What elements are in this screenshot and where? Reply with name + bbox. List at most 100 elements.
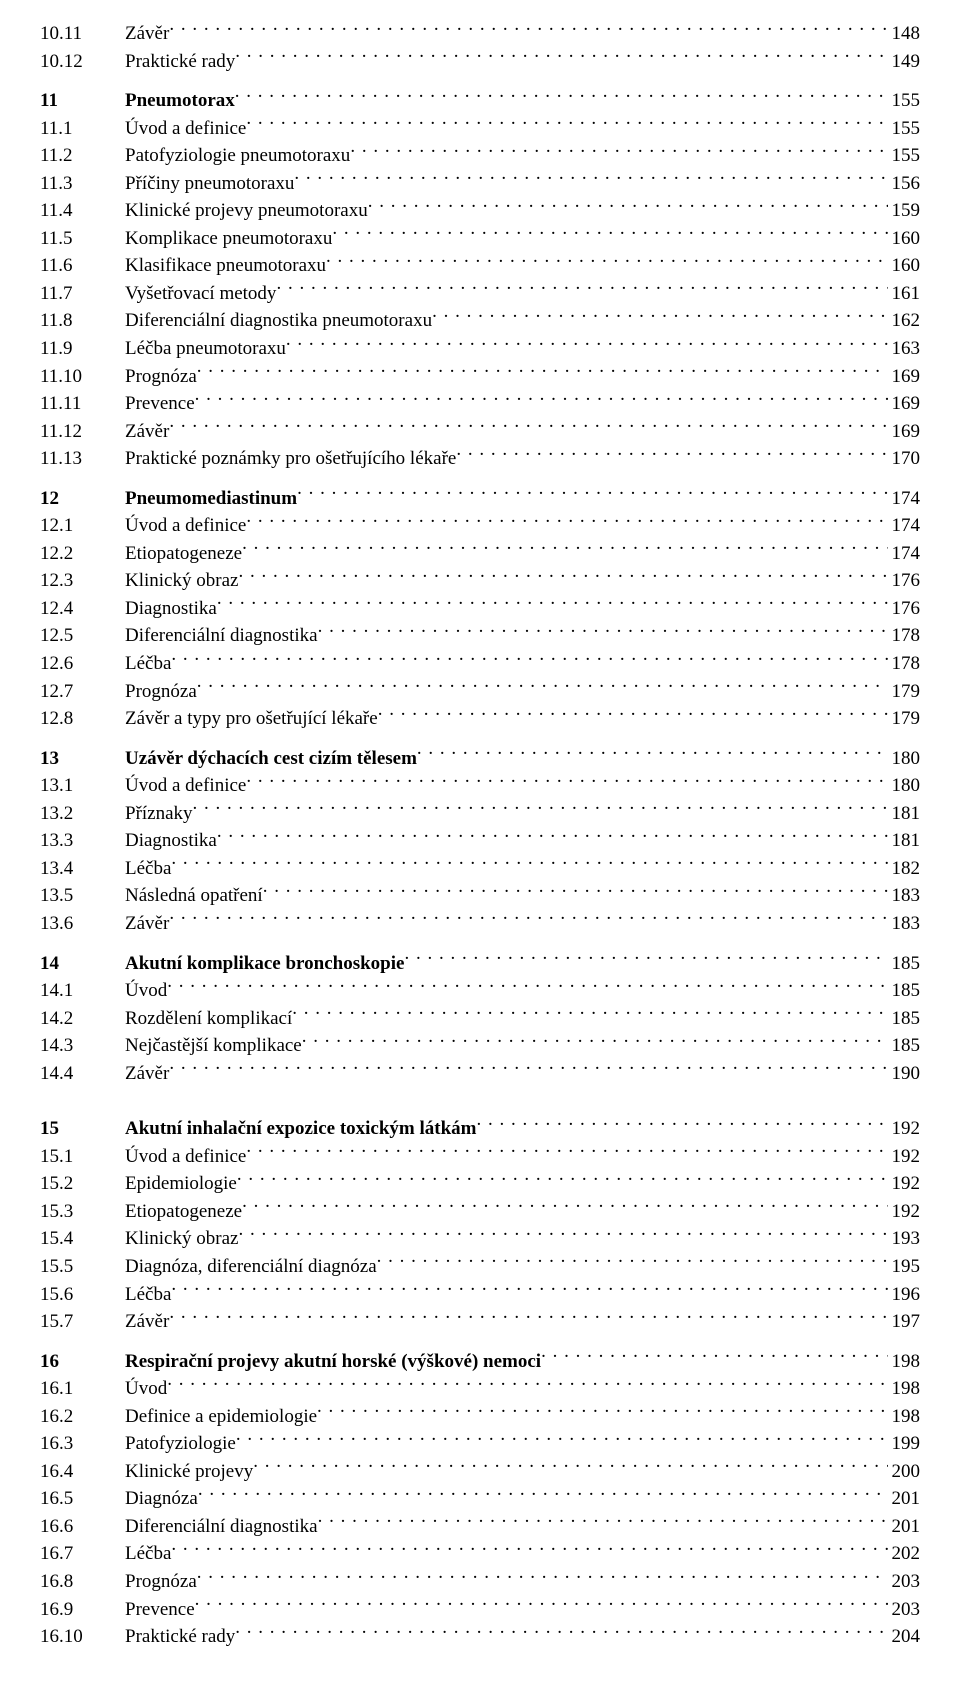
toc-page-number: 182 (888, 855, 921, 883)
toc-page-number: 185 (888, 1005, 921, 1033)
toc-page-number: 180 (888, 745, 921, 773)
toc-row: 10.12Praktické rady149 (40, 48, 920, 76)
toc-page-number: 193 (888, 1225, 921, 1253)
toc-leader-dots (217, 827, 888, 846)
toc-row: 16.2Definice a epidemiologie198 (40, 1403, 920, 1431)
toc-title: Diferenciální diagnostika (125, 622, 318, 650)
toc-number: 11.3 (40, 170, 125, 198)
toc-row: 12.2Etiopatogeneze174 (40, 540, 920, 568)
toc-row: 15.3Etiopatogeneze192 (40, 1198, 920, 1226)
table-of-contents: 10.11Závěr14810.12Praktické rady149 11Pne… (40, 20, 920, 1651)
toc-leader-dots (332, 225, 887, 244)
toc-title: Klinický obraz (125, 567, 238, 595)
toc-title: Definice a epidemiologie (125, 1403, 317, 1431)
toc-leader-dots (318, 622, 888, 641)
toc-title: Praktické rady (125, 48, 235, 76)
toc-row: 16.5Diagnóza201 (40, 1485, 920, 1513)
toc-row: 11.1Úvod a definice155 (40, 115, 920, 143)
toc-row: 11.7Vyšetřovací metody161 (40, 280, 920, 308)
toc-row: 15Akutní inhalační expozice toxickým lát… (40, 1115, 920, 1143)
toc-gap (40, 1087, 920, 1115)
toc-title: Diagnóza (125, 1485, 198, 1513)
toc-gap (40, 733, 920, 745)
toc-number: 15.1 (40, 1143, 125, 1171)
toc-title: Léčba (125, 1281, 171, 1309)
toc-leader-dots (242, 540, 887, 559)
toc-number: 16.3 (40, 1430, 125, 1458)
toc-title: Diagnóza, diferenciální diagnóza (125, 1253, 377, 1281)
toc-leader-dots (171, 1540, 887, 1559)
toc-number: 12.2 (40, 540, 125, 568)
toc-page-number: 180 (888, 772, 921, 800)
toc-leader-dots (169, 1060, 887, 1079)
toc-leader-dots (541, 1348, 887, 1367)
toc-title: Závěr (125, 910, 169, 938)
toc-page-number: 176 (888, 567, 921, 595)
toc-leader-dots (368, 197, 888, 216)
toc-row: 16.1Úvod198 (40, 1375, 920, 1403)
toc-title: Etiopatogeneze (125, 1198, 242, 1226)
toc-page-number: 159 (888, 197, 921, 225)
toc-row: 11Pneumotorax155 (40, 87, 920, 115)
toc-page-number: 179 (888, 705, 921, 733)
toc-page-number: 169 (888, 390, 921, 418)
toc-page-number: 181 (888, 827, 921, 855)
toc-title: Patofyziologie pneumotoraxu (125, 142, 350, 170)
toc-page-number: 204 (888, 1623, 921, 1651)
toc-gap (40, 938, 920, 950)
toc-title: Léčba (125, 1540, 171, 1568)
toc-page-number: 197 (888, 1308, 921, 1336)
toc-number: 15.3 (40, 1198, 125, 1226)
toc-leader-dots (167, 977, 887, 996)
toc-number: 11.4 (40, 197, 125, 225)
toc-title: Úvod a definice (125, 772, 246, 800)
toc-row: 11.4Klinické projevy pneumotoraxu159 (40, 197, 920, 225)
toc-leader-dots (238, 1225, 887, 1244)
toc-row: 10.11Závěr148 (40, 20, 920, 48)
toc-page-number: 192 (888, 1115, 921, 1143)
toc-gap (40, 75, 920, 87)
toc-gap (40, 1336, 920, 1348)
toc-row: 11.9Léčba pneumotoraxu163 (40, 335, 920, 363)
toc-row: 15.7Závěr197 (40, 1308, 920, 1336)
toc-leader-dots (318, 1513, 888, 1532)
toc-title: Epidemiologie (125, 1170, 237, 1198)
toc-page-number: 185 (888, 1032, 921, 1060)
toc-title: Úvod a definice (125, 1143, 246, 1171)
toc-row: 16Respirační projevy akutní horské (výšk… (40, 1348, 920, 1376)
toc-row: 11.8Diferenciální diagnostika pneumotora… (40, 307, 920, 335)
toc-leader-dots (235, 48, 887, 67)
toc-title: Uzávěr dýchacích cest cizím tělesem (125, 745, 417, 773)
toc-leader-dots (302, 1032, 888, 1051)
toc-row: 15.5Diagnóza, diferenciální diagnóza195 (40, 1253, 920, 1281)
toc-leader-dots (195, 390, 888, 409)
toc-title: Závěr a typy pro ošetřující lékaře (125, 705, 378, 733)
toc-row: 13.5Následná opatření183 (40, 882, 920, 910)
toc-number: 14.3 (40, 1032, 125, 1060)
toc-number: 13 (40, 745, 125, 773)
toc-leader-dots (417, 745, 888, 764)
toc-number: 16.9 (40, 1596, 125, 1624)
toc-row: 12.3Klinický obraz176 (40, 567, 920, 595)
toc-row: 11.2Patofyziologie pneumotoraxu155 (40, 142, 920, 170)
toc-leader-dots (167, 1375, 887, 1394)
toc-title: Praktické poznámky pro ošetřujícího léka… (125, 445, 456, 473)
toc-page-number: 176 (888, 595, 921, 623)
toc-page-number: 190 (888, 1060, 921, 1088)
toc-title: Prognóza (125, 678, 197, 706)
toc-title: Diferenciální diagnostika (125, 1513, 318, 1541)
toc-number: 15.5 (40, 1253, 125, 1281)
toc-row: 16.4Klinické projevy200 (40, 1458, 920, 1486)
toc-number: 11.10 (40, 363, 125, 391)
toc-leader-dots (432, 307, 887, 326)
toc-row: 13.2Příznaky181 (40, 800, 920, 828)
toc-leader-dots (246, 1143, 887, 1162)
toc-title: Prevence (125, 390, 195, 418)
toc-title: Úvod (125, 1375, 167, 1403)
toc-title: Prevence (125, 1596, 195, 1624)
toc-number: 13.3 (40, 827, 125, 855)
toc-title: Úvod a definice (125, 512, 246, 540)
toc-page-number: 160 (888, 252, 921, 280)
toc-number: 12.8 (40, 705, 125, 733)
toc-leader-dots (317, 1403, 887, 1422)
